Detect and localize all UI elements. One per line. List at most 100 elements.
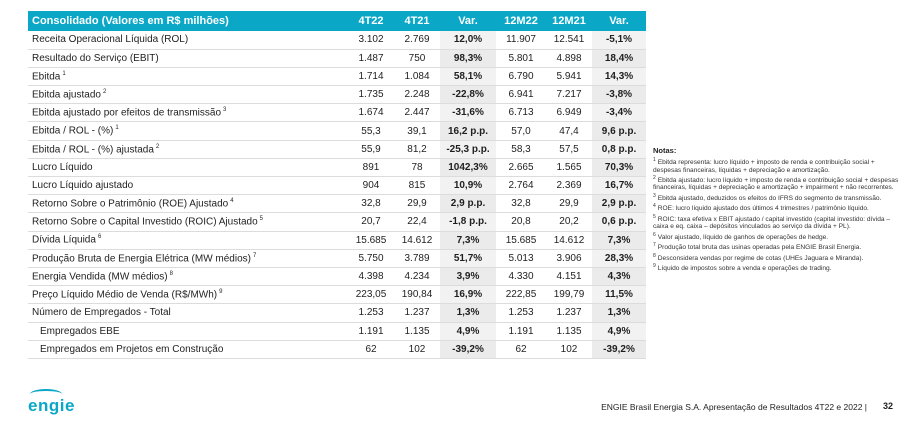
var-year: -5,1% xyxy=(592,31,646,50)
value-4t22: 1.735 xyxy=(348,85,394,105)
value-12m22: 1.191 xyxy=(496,322,546,341)
value-4t21: 78 xyxy=(394,158,440,178)
value-12m22: 2.764 xyxy=(496,176,546,196)
table-row: Receita Operacional Líquida (ROL) 3.102 2.… xyxy=(28,31,646,50)
var-year: 14,3% xyxy=(592,67,646,87)
value-12m22: 15.685 xyxy=(496,231,546,250)
note-number: 9 xyxy=(653,263,656,270)
table-row: Lucro Líquido 891 78 1042,3% 2.665 1.565 70,3% xyxy=(28,158,646,178)
row-label: Lucro Líquido xyxy=(28,158,348,178)
row-label: Número de Empregados - Total xyxy=(28,303,348,323)
row-label: Ebitda / ROL - (%) 1 xyxy=(28,121,348,141)
note-item: 5 ROIC: taxa efetiva x EBIT ajustado / ca… xyxy=(653,214,903,231)
table-body: Receita Operacional Líquida (ROL) 3.102 2.… xyxy=(28,31,646,359)
row-label-text: Retorno Sobre o Patrimônio (ROE) Ajustad… xyxy=(32,198,229,210)
row-label-text: Ebitda xyxy=(32,71,61,83)
var-year: 70,3% xyxy=(592,158,646,178)
value-12m21: 7.217 xyxy=(546,85,592,105)
table-row: Ebitda 1 1.714 1.084 58,1% 6.790 5.941 14,3% xyxy=(28,67,646,87)
value-12m22: 20,8 xyxy=(496,212,546,232)
table-row: Ebitda / ROL - (%) 1 55,3 39,1 16,2 p.p. 57,0… xyxy=(28,121,646,141)
note-text: Líquido de impostos sobre a venda e oper… xyxy=(657,265,832,273)
value-4t21: 2.769 xyxy=(394,31,440,50)
var-quarter: 7,3% xyxy=(440,231,496,250)
notes-list: 1 Ebitda representa: lucro líquido + impo… xyxy=(653,157,903,273)
table-row: Ebitda ajustado por efeitos de transmiss… xyxy=(28,103,646,123)
value-4t22: 3.102 xyxy=(348,31,394,50)
table-row: Resultado do Serviço (EBIT) 1.487 750 98,3%… xyxy=(28,49,646,68)
row-label-text: Preço Líquido Médio de Venda (R$/MWh) xyxy=(32,289,218,301)
table-row: Lucro Líquido ajustado 904 815 10,9% 2.764 2.… xyxy=(28,176,646,196)
var-quarter: -39,2% xyxy=(440,340,496,359)
value-4t22: 5.750 xyxy=(348,249,394,268)
row-label-text: Resultado do Serviço (EBIT) xyxy=(32,52,159,64)
note-number: 3 xyxy=(653,192,656,199)
value-12m22: 6.713 xyxy=(496,103,546,123)
notes-panel: Notas: 1 Ebitda representa: lucro líquido… xyxy=(653,147,903,274)
var-quarter: 3,9% xyxy=(440,267,496,287)
results-table: Consolidado (Valores em R$ milhões) 4T22… xyxy=(28,11,646,359)
header-4t22: 4T22 xyxy=(348,11,394,31)
value-12m22: 62 xyxy=(496,340,546,359)
value-12m22: 1.253 xyxy=(496,303,546,323)
var-quarter: -22,8% xyxy=(440,85,496,105)
header-label: Consolidado (Valores em R$ milhões) xyxy=(28,11,348,31)
header-var-year: Var. xyxy=(592,11,646,31)
results-table-container: Consolidado (Valores em R$ milhões) 4T22… xyxy=(28,11,646,359)
table-header-row: Consolidado (Valores em R$ milhões) 4T22… xyxy=(28,11,646,31)
value-4t22: 55,3 xyxy=(348,121,394,141)
value-12m21: 199,79 xyxy=(546,285,592,305)
value-4t21: 29,9 xyxy=(394,194,440,214)
var-quarter: 16,2 p.p. xyxy=(440,121,496,141)
value-12m21: 1.565 xyxy=(546,158,592,178)
value-12m21: 57,5 xyxy=(546,140,592,159)
var-quarter: -25,3 p.p. xyxy=(440,140,496,159)
value-12m22: 5.801 xyxy=(496,49,546,68)
value-4t21: 2.447 xyxy=(394,103,440,123)
row-label: Energia Vendida (MW médios) 8 xyxy=(28,267,348,287)
note-item: 1 Ebitda representa: lucro líquido + impo… xyxy=(653,157,903,174)
note-text: Valor ajustado, líquido de ganhos de ope… xyxy=(657,233,829,241)
note-item: 7 Produção total bruta das usinas operada… xyxy=(653,242,903,251)
header-4t21: 4T21 xyxy=(394,11,440,31)
var-year: -39,2% xyxy=(592,340,646,359)
row-label-text: Lucro Líquido ajustado xyxy=(32,180,134,192)
value-4t21: 39,1 xyxy=(394,121,440,141)
header-12m21: 12M21 xyxy=(546,11,592,31)
value-12m21: 47,4 xyxy=(546,121,592,141)
value-12m22: 57,0 xyxy=(496,121,546,141)
row-label: Ebitda ajustado por efeitos de transmiss… xyxy=(28,103,348,123)
footnote-ref: 1 xyxy=(62,70,66,77)
note-item: 3 Ebitda ajustado, deduzidos os efeitos d… xyxy=(653,193,903,202)
engie-logo: engie xyxy=(28,396,75,415)
value-12m21: 5.941 xyxy=(546,67,592,87)
value-12m21: 6.949 xyxy=(546,103,592,123)
row-label: Retorno Sobre o Capital Investido (ROIC)… xyxy=(28,212,348,232)
table-row: Retorno Sobre o Patrimônio (ROE) Ajustad… xyxy=(28,194,646,214)
value-4t22: 15.685 xyxy=(348,231,394,250)
row-label-text: Dívida Líquida xyxy=(32,234,96,246)
value-12m22: 32,8 xyxy=(496,194,546,214)
var-quarter: 2,9 p.p. xyxy=(440,194,496,214)
note-item: 6 Valor ajustado, líquido de ganhos de op… xyxy=(653,232,903,241)
table-row: Preço Líquido Médio de Venda (R$/MWh) 9 22… xyxy=(28,285,646,305)
row-label-text: Ebitda ajustado xyxy=(32,89,101,101)
var-quarter: 58,1% xyxy=(440,67,496,87)
row-label: Preço Líquido Médio de Venda (R$/MWh) 9 xyxy=(28,285,348,305)
var-quarter: -31,6% xyxy=(440,103,496,123)
row-label-text: Retorno Sobre o Capital Investido (ROIC)… xyxy=(32,216,258,228)
row-label-text: Empregados em Projetos em Construção xyxy=(40,343,224,355)
table-row: Empregados EBE 1.191 1.135 4,9% 1.191 1.135 4,… xyxy=(28,322,646,341)
table-row: Energia Vendida (MW médios) 8 4.398 4.234 3,… xyxy=(28,267,646,287)
notes-title: Notas: xyxy=(653,146,677,155)
var-quarter: 16,9% xyxy=(440,285,496,305)
value-4t21: 1.135 xyxy=(394,322,440,341)
row-label: Ebitda ajustado 2 xyxy=(28,85,348,105)
value-4t21: 4.234 xyxy=(394,267,440,287)
value-4t22: 904 xyxy=(348,176,394,196)
var-year: 4,3% xyxy=(592,267,646,287)
table-row: Retorno Sobre o Capital Investido (ROIC)… xyxy=(28,212,646,232)
note-text: Desconsidera vendas por regime de cotas … xyxy=(657,255,864,263)
var-quarter: 10,9% xyxy=(440,176,496,196)
row-label: Resultado do Serviço (EBIT) xyxy=(28,49,348,68)
